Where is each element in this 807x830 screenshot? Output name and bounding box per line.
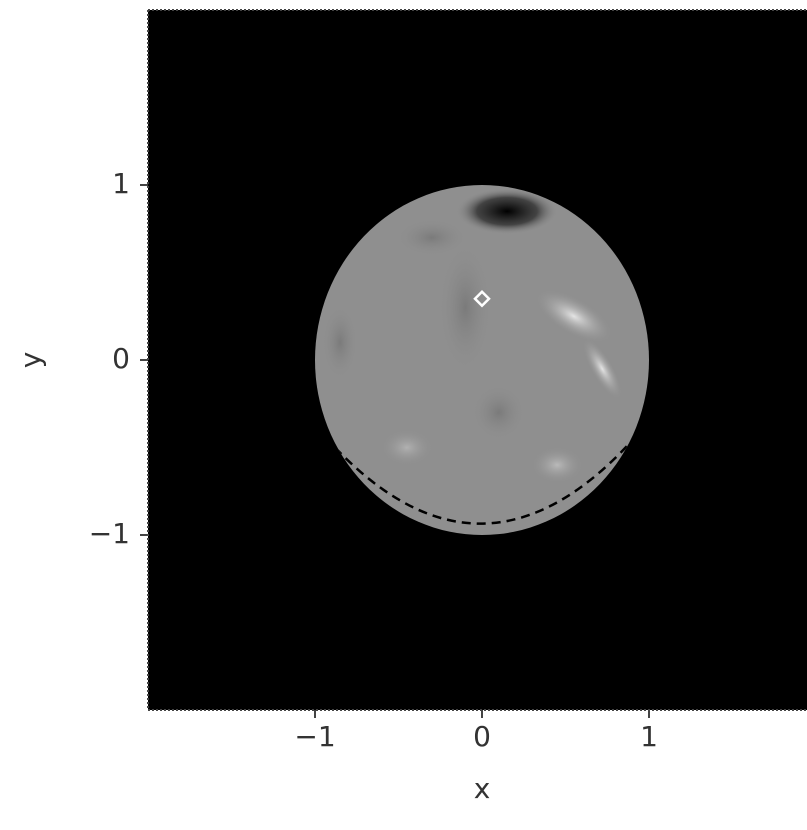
x-axis-label: x bbox=[474, 772, 491, 805]
y-tick-label: −1 bbox=[89, 517, 130, 550]
bright-patch bbox=[532, 448, 582, 483]
x-tick-label: 0 bbox=[473, 720, 491, 753]
y-tick-label: 0 bbox=[112, 342, 130, 375]
x-tick-label: 1 bbox=[640, 720, 658, 753]
shade bbox=[399, 220, 466, 255]
shade bbox=[323, 308, 356, 378]
y-axis-label: y bbox=[14, 352, 47, 369]
chart: x y −1 0 1 −1 0 1 bbox=[0, 0, 807, 830]
shade bbox=[440, 246, 490, 369]
shade bbox=[474, 386, 524, 439]
bright-patch bbox=[382, 430, 432, 465]
x-tick-label: −1 bbox=[294, 720, 335, 753]
page: {"chart_data": { "type": "image", "xlabe… bbox=[0, 0, 807, 830]
y-tick-label: 1 bbox=[112, 167, 130, 200]
disk-layer bbox=[315, 185, 649, 535]
